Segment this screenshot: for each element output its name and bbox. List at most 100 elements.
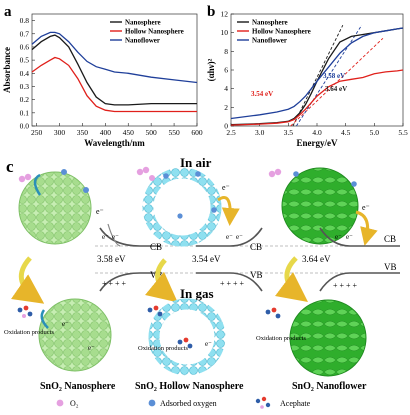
x-tick-label: 450 [123, 128, 135, 137]
electron-label: e⁻ [362, 203, 370, 212]
x-axis-label: Energy/eV [297, 138, 338, 148]
y-tick-label: 12 [221, 10, 229, 19]
oxidation-products-label: Oxidation products [256, 335, 306, 342]
adsorbed-oxygen-icon [61, 169, 67, 175]
y-tick-label: 4 [224, 84, 228, 93]
adsorbed-oxygen-icon [83, 187, 89, 193]
gap-label-nanoflower: 3.64 eV [302, 254, 331, 264]
legend-label-nanoflower: Nanoflower [252, 37, 287, 45]
tangent-line-nanoflower [295, 24, 363, 127]
acephate-molecule-icon [17, 305, 33, 318]
panel-b: b 2.5 3.0 3.5 4.0 4.5 5.0 5.5 0 2 4 6 8 10 12 Energy/e… [205, 0, 410, 150]
x-tick-label: 500 [146, 128, 158, 137]
y-tick-label: 0.3 [20, 82, 30, 91]
hole-signs: + + + + [220, 279, 245, 288]
adsorbed-oxygen-icon [211, 207, 217, 213]
electron-label: e⁻ [102, 233, 109, 241]
nanoflower-gas [289, 299, 367, 377]
schematic-legend: O₂ Adsorbed oxygen Acephate [56, 396, 311, 409]
hollow-nanosphere-gas [148, 298, 226, 376]
label-nanosphere: SnO₂ Nanosphere [40, 381, 116, 392]
label-hollow-nanosphere: SnO₂ Hollow Nanosphere [135, 381, 244, 392]
panel-a-letter: a [4, 4, 12, 20]
y-axis-label: Absorbance [2, 47, 12, 93]
electron-label: e⁻ [346, 233, 353, 241]
x-tick-label: 400 [100, 128, 112, 137]
y-tick-label: 0.5 [20, 56, 30, 65]
plot-frame [31, 13, 198, 127]
legend-label-hollow: Hollow Nanosphere [252, 28, 311, 36]
adsorbed-oxygen-icon [195, 171, 201, 177]
gap-annotation-nanoflower: 3.58 eV [323, 72, 345, 80]
hollow-nanosphere-air [142, 167, 222, 247]
y-tick-label: 10 [221, 28, 229, 37]
electron-return-arrow [40, 309, 49, 329]
cb-label: CB [384, 234, 396, 244]
y-axis-label: (αhν)² [206, 58, 216, 81]
cb-label: CB [150, 242, 162, 252]
y-tick-label: 0.4 [20, 69, 30, 78]
panel-b-letter: b [207, 4, 215, 20]
cb-label: CB [250, 242, 262, 252]
series-line-nanosphere [31, 34, 197, 106]
oxidation-products-label: Oxidation products [138, 345, 188, 352]
legend-label-hollow: Hollow Nanosphere [125, 28, 184, 36]
x-tick-label: 250 [31, 128, 43, 137]
x-tick-label: 2.5 [226, 128, 236, 137]
adsorbed-oxygen-icon [163, 173, 169, 179]
adsorbed-oxygen-icon [293, 171, 299, 177]
y-tick-label: 2 [224, 103, 228, 112]
y-tick-label: 0.7 [20, 29, 30, 38]
gap-annotation-hollow: 3.54 eV [251, 90, 273, 98]
panel-a: a 250 300 350 400 450 500 550 600 0.0 0.1 0.2 0.3 0.… [0, 0, 205, 150]
band-diagram-nanoflower: e⁻ e⁻ 3.64 eV CB VB + + + + [302, 227, 400, 292]
panel-c-letter: c [6, 157, 14, 176]
electron-label: e⁻ [236, 233, 243, 241]
adsorbed-oxygen-legend-icon [148, 399, 156, 407]
hole-signs: + + + + [333, 281, 358, 290]
electron-label: e⁻ [205, 340, 212, 348]
electron-label: e⁻ [222, 183, 230, 192]
x-tick-label: 550 [168, 128, 180, 137]
series-line-hollow [31, 56, 197, 113]
y-tick-label: 0.8 [20, 16, 30, 25]
reaction-arrow [145, 258, 178, 303]
band-diagram-hollow: e⁻ e⁻ 3.54 eV CB VB + + + + [192, 227, 263, 292]
tauc-plot-chart: b 2.5 3.0 3.5 4.0 4.5 5.0 5.5 0 2 4 6 8 10 12 Energy/e… [206, 4, 408, 148]
electron-flow-arrow [355, 210, 378, 246]
sensing-mechanism-schematic: c In air In gas e⁻ e⁻ e⁻ 3.58 eV + + + + [4, 155, 400, 409]
legend-label-nanosphere: Nanosphere [125, 19, 161, 27]
y-tick-label: 0 [224, 122, 228, 131]
x-tick-label: 600 [191, 128, 203, 137]
legend-adsorbed: Adsorbed oxygen [160, 399, 217, 408]
series-line-hollow [230, 69, 404, 126]
gap-label-hollow: 3.54 eV [192, 254, 221, 264]
y-tick-label: 0.6 [20, 42, 30, 51]
in-gas-title: In gas [180, 286, 214, 301]
absorbance-chart: a 250 300 350 400 450 500 550 600 0.0 0.1 0.2 0.3 0.… [2, 4, 203, 148]
x-tick-label: 5.0 [370, 128, 380, 137]
y-tick-label: 6 [224, 66, 228, 75]
o2-molecule-icon [18, 173, 32, 183]
series-line-nanoflower [230, 27, 404, 120]
panel-c: c In air In gas e⁻ e⁻ e⁻ 3.58 eV + + + + [0, 150, 410, 410]
series-line-nanoflower [31, 31, 198, 84]
nanoflower-air [281, 167, 359, 245]
o2-molecule-icon [136, 166, 155, 181]
band-diagram-nanosphere: e⁻ e⁻ 3.58 eV + + + + [97, 223, 160, 292]
electron-flow-arrow [33, 173, 42, 196]
label-nanoflower: SnO₂ Nanoflower [292, 381, 367, 392]
y-tick-label: 8 [224, 47, 228, 56]
legend-label-nanoflower: Nanoflower [125, 37, 160, 45]
vb-label: VB [250, 270, 263, 280]
y-tick-label: 0.1 [20, 108, 30, 117]
legend-acephate: Acephate [280, 399, 311, 408]
adsorbed-oxygen-icon [177, 213, 183, 219]
o2-legend-icon [56, 399, 64, 407]
acephate-molecule-icon [265, 307, 281, 319]
hole-signs: + + + + [102, 279, 127, 288]
tangent-line-nanosphere [292, 25, 344, 127]
electron-label: e⁻ [96, 207, 104, 216]
oxidation-products-label: Oxidation products [4, 329, 54, 336]
y-tick-label: 0.0 [20, 122, 30, 131]
